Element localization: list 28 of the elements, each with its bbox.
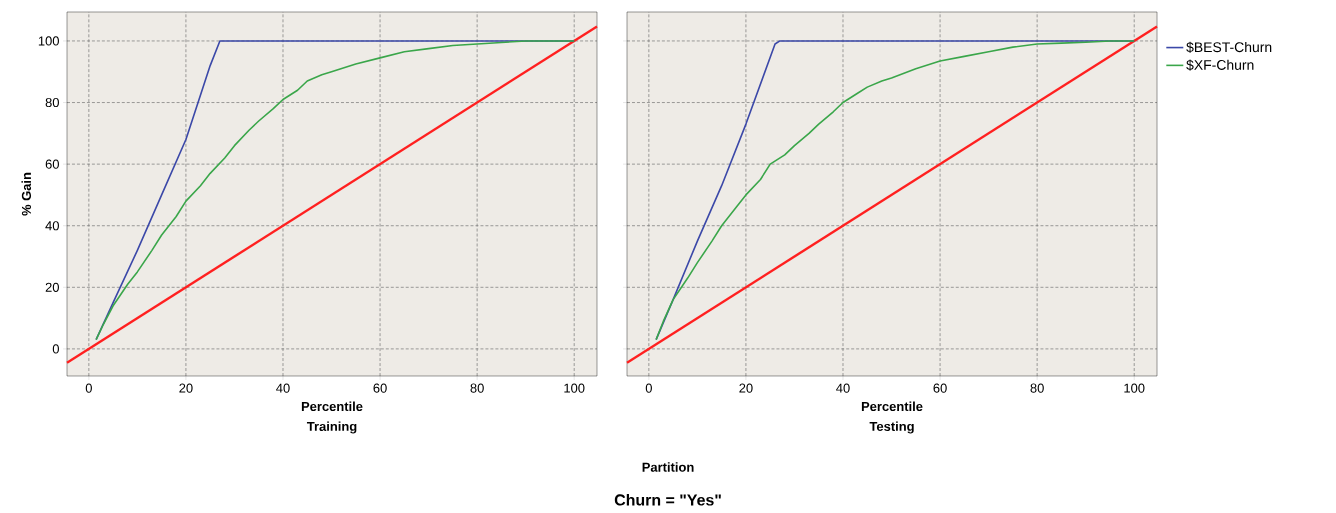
legend-label: $XF-Churn	[1186, 59, 1254, 71]
x-tick-label: 0	[85, 383, 92, 393]
y-tick-label: 20	[45, 282, 59, 292]
line-series	[95, 40, 575, 341]
x-tick-label: 40	[276, 383, 290, 393]
text: Testing	[869, 421, 914, 434]
x-tick-label: 100	[564, 383, 585, 393]
legend-label: $BEST-Churn	[1186, 41, 1272, 53]
text: Churn = "Yes"	[614, 493, 721, 506]
x-tick-label: 80	[470, 383, 484, 393]
y-tick-label: 40	[45, 221, 59, 231]
x-tick-label: 40	[836, 383, 850, 393]
x-tick-label: 100	[1124, 383, 1145, 393]
y-axis-title: % Gain	[21, 172, 32, 216]
x-tick-label: 0	[645, 383, 652, 393]
text: Training	[306, 421, 357, 434]
x-axis-title: Percentile	[301, 401, 363, 412]
y-tick-label: 0	[52, 344, 59, 354]
x-tick-label: 80	[1030, 383, 1044, 393]
text: Partition	[642, 462, 694, 472]
x-axis-title: Percentile	[861, 401, 923, 412]
y-tick-label: 60	[45, 159, 59, 169]
x-tick-label: 20	[739, 383, 753, 393]
x-tick-label: 60	[933, 383, 947, 393]
y-tick-label: 80	[45, 97, 59, 108]
x-tick-label: 20	[179, 383, 193, 393]
y-tick-label: 100	[38, 36, 59, 46]
x-tick-label: 60	[373, 383, 387, 393]
